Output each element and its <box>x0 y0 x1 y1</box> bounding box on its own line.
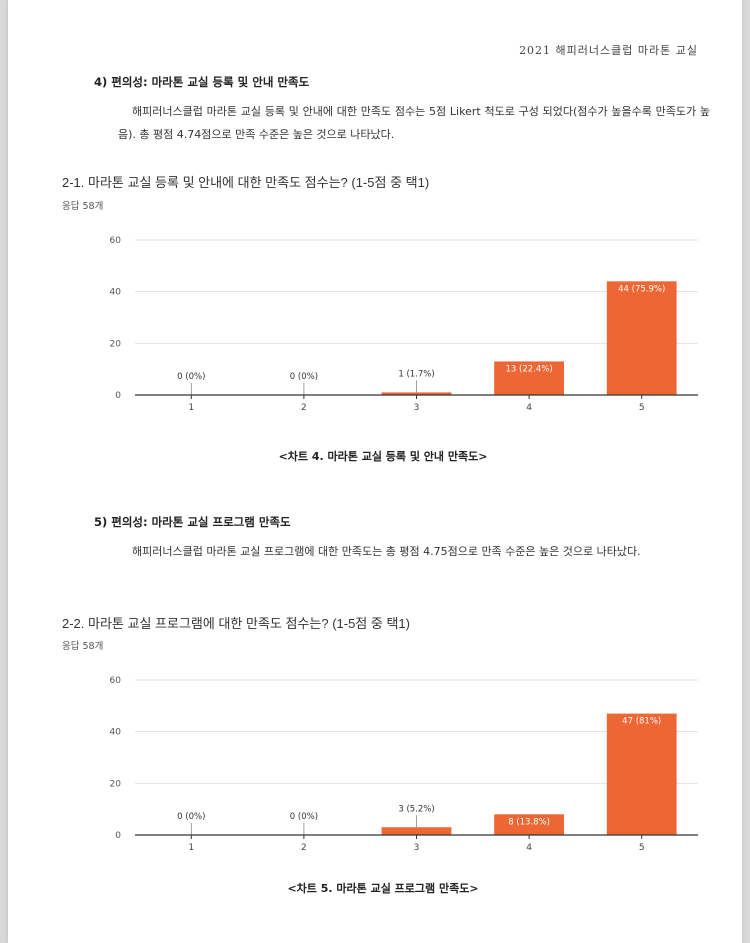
document-page: 2021 해피러너스클럽 마라톤 교실 4) 편의성: 마라톤 교실 등록 및 … <box>8 0 742 943</box>
chart-svg: 0 20 40 60 0 (0%) 1 0 (0%) 2 1 (1.7%) 3 13 (22.4%)… <box>110 236 698 413</box>
y-tick-label: 40 <box>110 728 122 738</box>
y-tick-label: 0 <box>115 831 121 841</box>
bar <box>494 361 565 395</box>
x-tick-label: 5 <box>639 403 645 413</box>
data-label: 8 (13.8%) <box>508 817 550 827</box>
data-label: 0 (0%) <box>177 812 205 822</box>
data-label: 3 (5.2%) <box>398 804 434 814</box>
x-tick-label: 4 <box>526 843 532 853</box>
bar <box>606 713 677 835</box>
data-label: 47 (81%) <box>622 717 661 727</box>
data-label: 44 (75.9%) <box>618 284 665 294</box>
x-tick-label: 2 <box>301 403 307 413</box>
running-header: 2021 해피러너스클럽 마라톤 교실 <box>519 44 698 57</box>
y-tick-label: 0 <box>115 391 121 401</box>
bar <box>381 827 452 835</box>
bar <box>606 281 677 395</box>
bar-chart: 0 20 40 60 0 (0%) 1 0 (0%) 2 1 (1.7%) 3 13 (22.4%)… <box>62 228 722 438</box>
x-tick-label: 3 <box>414 403 420 413</box>
y-tick-label: 40 <box>110 288 122 298</box>
x-tick-label: 1 <box>188 403 194 413</box>
section-title: 5) 편의성: 마라톤 교실 프로그램 만족도 <box>94 515 291 529</box>
data-label: 0 (0%) <box>290 372 318 382</box>
y-tick-label: 60 <box>110 236 122 246</box>
section-paragraph: 해피러너스클럽 마라톤 교실 프로그램에 대한 만족도는 총 평점 4.75점으… <box>132 545 641 558</box>
data-label: 13 (22.4%) <box>506 364 553 374</box>
response-count: 응답 58개 <box>62 641 104 652</box>
data-label: 0 (0%) <box>290 812 318 822</box>
x-tick-label: 5 <box>639 843 645 853</box>
data-label: 0 (0%) <box>177 372 205 382</box>
section-paragraph: 해피러너스클럽 마라톤 교실 등록 및 안내에 대한 만족도 점수는 5점 Li… <box>118 105 710 141</box>
bar <box>381 392 452 395</box>
x-tick-label: 4 <box>526 403 532 413</box>
question-title: 2-2. 마라톤 교실 프로그램에 대한 만족도 점수는? (1-5점 중 택1… <box>62 616 410 631</box>
x-tick-label: 3 <box>414 843 420 853</box>
bar-chart: 0 20 40 60 0 (0%) 1 0 (0%) 2 3 (5.2%) 3 8 (13.8%) 4… <box>62 668 722 878</box>
chart-svg: 0 20 40 60 0 (0%) 1 0 (0%) 2 3 (5.2%) 3 8 (13.8%) 4… <box>110 676 698 853</box>
chart-caption: <차트 4. 마라톤 교실 등록 및 안내 만족도> <box>278 450 488 463</box>
question-title: 2-1. 마라톤 교실 등록 및 안내에 대한 만족도 점수는? (1-5점 중… <box>62 175 430 190</box>
response-count: 응답 58개 <box>62 201 104 212</box>
section-title: 4) 편의성: 마라톤 교실 등록 및 안내 만족도 <box>94 75 310 89</box>
data-label: 1 (1.7%) <box>398 369 434 379</box>
y-tick-label: 20 <box>110 339 122 349</box>
x-tick-label: 2 <box>301 843 307 853</box>
bar <box>494 814 565 835</box>
chart-caption: <차트 5. 마라톤 교실 프로그램 만족도> <box>287 882 479 895</box>
y-tick-label: 20 <box>110 779 122 789</box>
x-tick-label: 1 <box>188 843 194 853</box>
y-tick-label: 60 <box>110 676 122 686</box>
